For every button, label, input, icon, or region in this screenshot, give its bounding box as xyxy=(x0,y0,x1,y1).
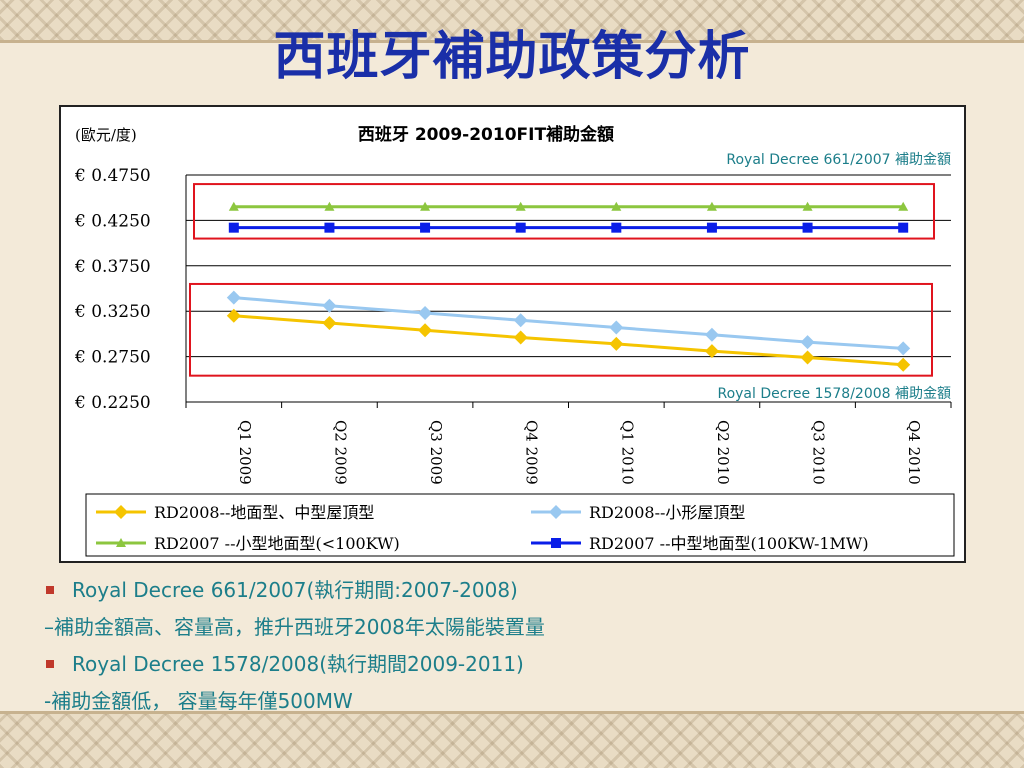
y-tick-label: € 0.2750 xyxy=(74,348,151,368)
series-2-point xyxy=(704,327,719,342)
series-2-point xyxy=(226,290,241,305)
series-4-point xyxy=(611,222,622,233)
series-3-point xyxy=(802,201,813,211)
legend-box xyxy=(85,493,955,557)
y-tick-label: € 0.3250 xyxy=(74,302,151,322)
annotation-rd661: Royal Decree 661/2007 補助金額 xyxy=(726,152,951,168)
y-axis-unit-label: (歐元/度) xyxy=(75,126,137,144)
series-3-point xyxy=(706,201,717,211)
series-2-point xyxy=(513,313,528,328)
annotation-rd1578: Royal Decree 1578/2008 補助金額 xyxy=(717,386,951,402)
bullet-subitem-rd1578: -補助金額低， 容量每年僅500MW xyxy=(44,683,984,720)
series-3-point xyxy=(611,201,622,211)
legend-swatch-marker xyxy=(549,505,563,519)
chart-container: 西班牙 2009-2010FIT補助金額 (歐元/度) € 0.4750 € 0.42… xyxy=(59,105,966,563)
legend-swatch-marker xyxy=(114,505,128,519)
bullet-subtext: –補助金額高、容量高，推升西班牙2008年太陽能裝置量 xyxy=(44,615,545,639)
fit-subsidy-line-chart: 西班牙 2009-2010FIT補助金額 (歐元/度) € 0.4750 € 0.42… xyxy=(74,124,955,557)
x-tick-label: Q4 2009 xyxy=(523,420,541,485)
legend-label: RD2008--小形屋頂型 xyxy=(589,503,745,522)
series-3-point xyxy=(324,201,335,211)
series-3-point xyxy=(515,201,526,211)
bullet-text: Royal Decree 661/2007(執行期間:2007-2008) xyxy=(72,578,518,602)
bullet-subitem-rd661: –補助金額高、容量高，推升西班牙2008年太陽能裝置量 xyxy=(44,609,984,646)
slide-title: 西班牙補助政策分析 xyxy=(273,26,751,87)
x-tick-label: Q3 2009 xyxy=(427,420,445,485)
legend-label: RD2007 --小型地面型(<100KW) xyxy=(154,534,400,553)
series-2-point xyxy=(896,341,911,356)
x-tick-label: Q1 2010 xyxy=(618,420,636,485)
chart-title: 西班牙 2009-2010FIT補助金額 xyxy=(358,124,614,145)
bullet-item-rd661: Royal Decree 661/2007(執行期間:2007-2008) xyxy=(44,572,984,609)
y-tick-label: € 0.4250 xyxy=(74,211,151,231)
series-4-point xyxy=(324,222,335,233)
highlight-box-rd2007 xyxy=(193,183,935,240)
bullet-list: Royal Decree 661/2007(執行期間:2007-2008) –補… xyxy=(44,572,984,720)
series-1-point xyxy=(800,350,815,365)
x-tick-label: Q1 2009 xyxy=(236,420,254,485)
series-4-point xyxy=(420,222,431,233)
legend-label: RD2007 --中型地面型(100KW-1MW) xyxy=(589,534,869,553)
series-4-point xyxy=(706,222,717,233)
series-4-point xyxy=(515,222,526,233)
top-border-line xyxy=(0,40,1024,43)
series-2-point xyxy=(609,320,624,335)
legend-swatch-marker xyxy=(551,538,561,548)
y-tick-label: € 0.2250 xyxy=(74,393,151,413)
y-tick-label: € 0.3750 xyxy=(74,257,151,277)
series-1-point xyxy=(226,308,241,323)
x-tick-label: Q3 2010 xyxy=(810,420,828,485)
bullet-subtext: -補助金額低， 容量每年僅500MW xyxy=(44,689,353,713)
series-line-1 xyxy=(233,314,904,367)
series-3-point xyxy=(420,201,431,211)
series-4-point xyxy=(228,222,239,233)
series-2-point xyxy=(800,335,815,350)
series-1-point xyxy=(609,336,624,351)
bullet-text: Royal Decree 1578/2008(執行期間2009-2011) xyxy=(72,652,524,676)
y-tick-label: € 0.4750 xyxy=(74,166,151,186)
bottom-border-line xyxy=(0,711,1024,714)
series-2-point xyxy=(418,306,433,321)
series-1-point xyxy=(418,323,433,338)
x-tick-label: Q2 2009 xyxy=(331,420,349,485)
bottom-decorative-border xyxy=(0,714,1024,768)
highlight-box-rd2008 xyxy=(189,282,933,377)
bullet-square-icon xyxy=(46,660,54,668)
series-1-point xyxy=(513,330,528,345)
top-decorative-border xyxy=(0,0,1024,40)
x-tick-label: Q4 2010 xyxy=(905,420,923,485)
series-1-point xyxy=(704,344,719,359)
legend-swatch-marker xyxy=(116,538,126,547)
series-3-point xyxy=(228,201,239,211)
x-tick-label: Q2 2010 xyxy=(714,420,732,485)
legend-label: RD2008--地面型、中型屋頂型 xyxy=(154,503,374,522)
series-line-2 xyxy=(233,296,904,350)
series-4-point xyxy=(898,222,909,233)
bullet-square-icon xyxy=(46,586,54,594)
series-2-point xyxy=(322,298,337,313)
series-1-point xyxy=(896,357,911,372)
series-4-point xyxy=(802,222,813,233)
series-1-point xyxy=(322,316,337,331)
series-3-point xyxy=(898,201,909,211)
bullet-item-rd1578: Royal Decree 1578/2008(執行期間2009-2011) xyxy=(44,646,984,683)
